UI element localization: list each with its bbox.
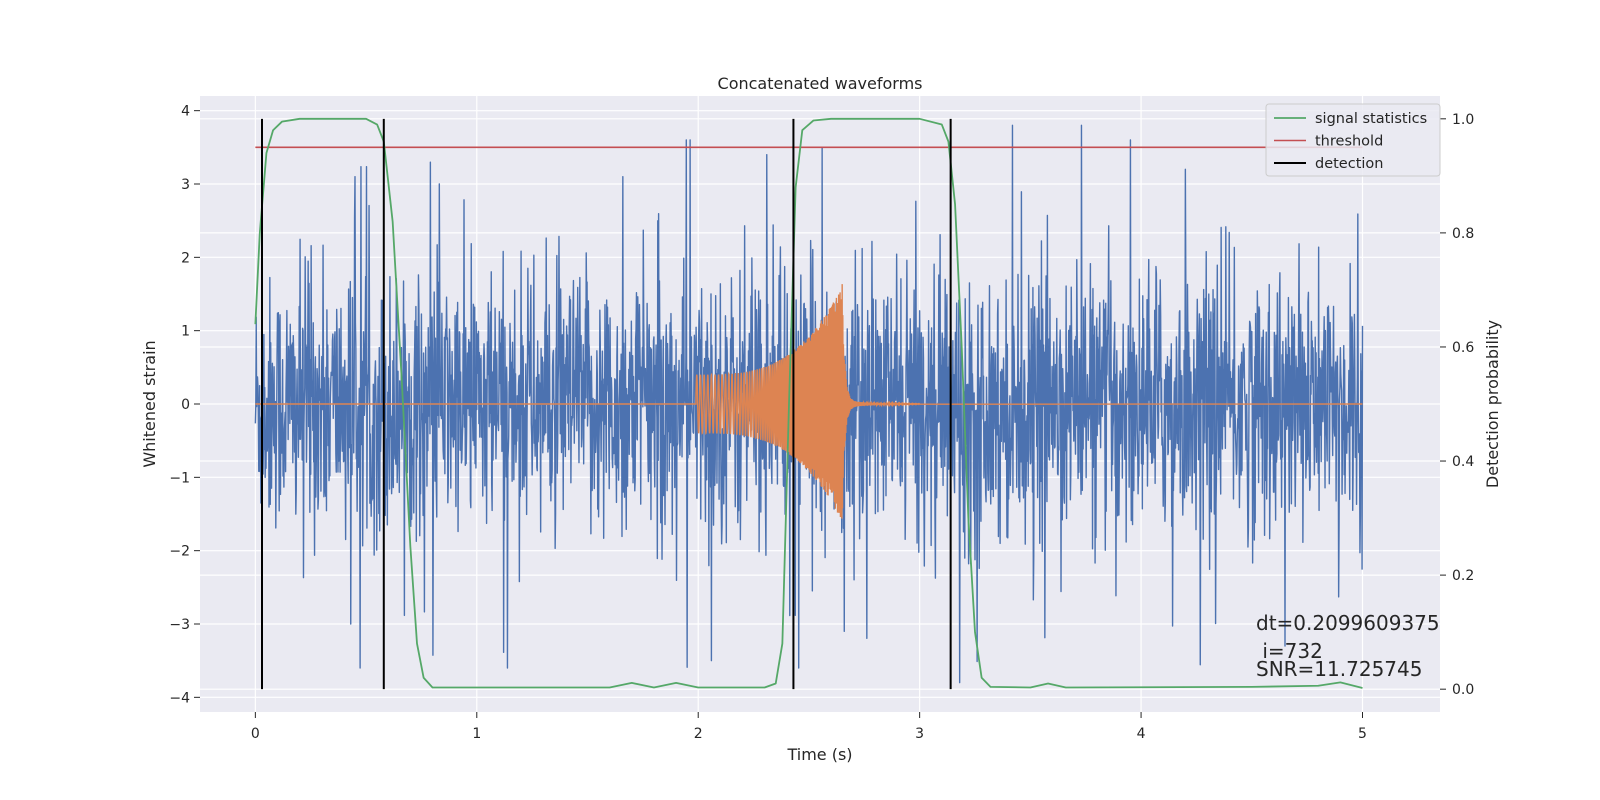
y2-tick-label: 0.2	[1452, 568, 1474, 584]
y-tick-label: −1	[169, 470, 190, 486]
y-tick-label: 3	[181, 177, 190, 193]
legend-label: detection	[1315, 156, 1383, 172]
y2-tick-label: 0.4	[1452, 454, 1474, 470]
x-tick-label: 4	[1137, 726, 1146, 742]
waveform-series-line	[255, 284, 1363, 519]
y2-tick-label: 1.0	[1452, 112, 1474, 128]
y-tick-label: −2	[169, 544, 190, 560]
legend: signal statistics threshold detection	[1265, 103, 1441, 177]
x-tick-label: 5	[1358, 726, 1367, 742]
y2-tick-label: 0.8	[1452, 226, 1474, 242]
data-layer	[254, 117, 1364, 690]
y-tick-label: −4	[169, 690, 190, 706]
x-tick-label: 0	[251, 726, 260, 742]
x-tick-label: 1	[472, 726, 481, 742]
annotation-i: i=732	[1256, 639, 1323, 663]
x-tick-label: 2	[694, 726, 703, 742]
annotation-snr: SNR=11.725745	[1256, 657, 1422, 681]
y-tick-label: 4	[181, 104, 190, 120]
y-tick-label: −3	[169, 617, 190, 633]
y-tick-label: 2	[181, 250, 190, 266]
legend-label: threshold	[1315, 134, 1383, 150]
y-axis-label: Whitened strain	[140, 340, 159, 467]
y-tick-label: 1	[181, 324, 190, 340]
annotation-dt: dt=0.2099609375	[1256, 611, 1440, 635]
y2-tick-label: 0.0	[1452, 682, 1474, 698]
y2-tick-label: 0.6	[1452, 340, 1474, 356]
legend-label: signal statistics	[1315, 111, 1427, 127]
x-tick-label: 3	[915, 726, 924, 742]
y-tick-label: 0	[181, 397, 190, 413]
chart-title: Concatenated waveforms	[718, 74, 923, 93]
y2-axis-label: Detection probability	[1483, 320, 1502, 488]
legend-box	[1265, 103, 1441, 177]
axes: 0 1 2 3 4 5 −4 −3 −2 −1 0 1 2 3 4 0.0 0.2 0.4 0.6 0.8 1.0	[169, 104, 1474, 742]
x-axis-label: Time (s)	[786, 745, 852, 764]
signal-statistics-line	[254, 117, 1363, 689]
